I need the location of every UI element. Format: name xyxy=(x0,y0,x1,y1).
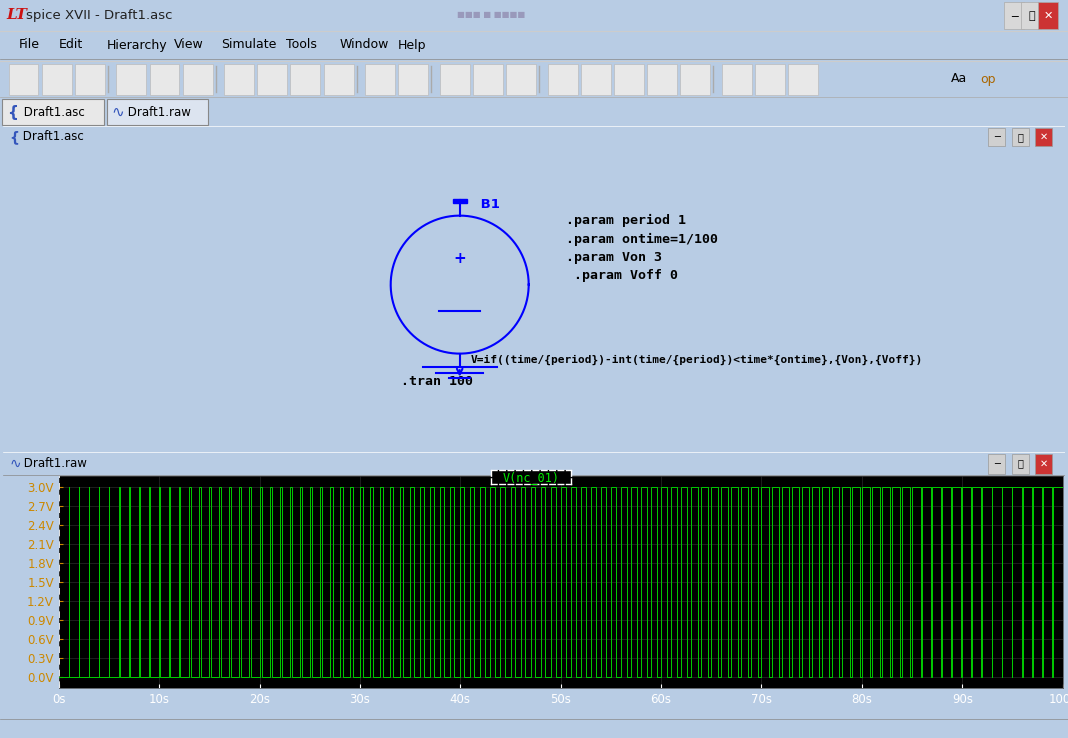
Text: Hierarchy: Hierarchy xyxy=(107,38,168,52)
Text: +: + xyxy=(453,251,466,266)
Bar xyxy=(1038,1,1058,29)
Bar xyxy=(1035,128,1052,146)
Text: Help: Help xyxy=(397,38,426,52)
Bar xyxy=(398,63,428,95)
Bar xyxy=(1011,128,1028,146)
Text: Aa: Aa xyxy=(951,72,967,86)
Text: Tools: Tools xyxy=(286,38,317,52)
Text: View: View xyxy=(174,38,204,52)
Bar xyxy=(647,63,677,95)
Bar xyxy=(506,63,536,95)
Text: 回: 回 xyxy=(1018,132,1023,142)
Text: 回: 回 xyxy=(1028,10,1035,21)
Text: ✕: ✕ xyxy=(1045,10,1053,21)
Text: File: File xyxy=(19,38,41,52)
Text: Simulate: Simulate xyxy=(221,38,277,52)
Text: Window: Window xyxy=(340,38,389,52)
Text: .param ontime=1/100: .param ontime=1/100 xyxy=(566,232,718,246)
Text: ✕: ✕ xyxy=(1039,458,1048,469)
Bar xyxy=(1004,1,1024,29)
Text: .param Von 3: .param Von 3 xyxy=(566,251,662,263)
Bar xyxy=(440,63,470,95)
Text: Draft1.raw: Draft1.raw xyxy=(20,457,88,470)
Text: .tran 100: .tran 100 xyxy=(402,375,473,388)
Text: ─: ─ xyxy=(994,458,1000,469)
Text: ∿: ∿ xyxy=(10,457,21,471)
Text: V=if((time/{period})-int(time/{period})<time*{ontime},{Von},{Voff}): V=if((time/{period})-int(time/{period})<… xyxy=(470,355,923,365)
Bar xyxy=(755,63,785,95)
Bar xyxy=(1021,1,1041,29)
Bar xyxy=(1011,454,1028,474)
Bar xyxy=(548,63,578,95)
Text: .param Voff 0: .param Voff 0 xyxy=(566,269,678,282)
Bar xyxy=(224,63,254,95)
Text: {: { xyxy=(7,105,18,120)
Bar xyxy=(183,63,213,95)
Text: V(nc_01): V(nc_01) xyxy=(503,471,560,483)
Text: Draft1.asc: Draft1.asc xyxy=(19,131,84,143)
Bar xyxy=(116,63,146,95)
Text: LT: LT xyxy=(6,8,28,22)
Text: ■■■ ■ ■■■■: ■■■ ■ ■■■■ xyxy=(457,10,525,19)
Bar xyxy=(324,63,354,95)
Bar xyxy=(107,99,208,125)
Bar xyxy=(988,454,1005,474)
Text: 回: 回 xyxy=(1018,458,1023,469)
Bar xyxy=(988,128,1005,146)
Text: spice XVII - Draft1.asc: spice XVII - Draft1.asc xyxy=(26,9,172,21)
Text: Draft1.asc: Draft1.asc xyxy=(20,106,85,119)
Bar xyxy=(1035,454,1052,474)
Bar xyxy=(290,63,320,95)
Text: op: op xyxy=(980,72,996,86)
Text: {: { xyxy=(10,130,19,144)
Bar xyxy=(788,63,818,95)
Bar xyxy=(2,99,104,125)
Text: ∿: ∿ xyxy=(111,105,124,120)
Text: ─: ─ xyxy=(994,132,1000,142)
Bar xyxy=(581,63,611,95)
Text: Edit: Edit xyxy=(59,38,83,52)
Text: B1: B1 xyxy=(475,198,500,210)
Bar xyxy=(75,63,105,95)
Text: Draft1.raw: Draft1.raw xyxy=(124,106,191,119)
Bar xyxy=(722,63,752,95)
Bar xyxy=(9,63,38,95)
Text: .param period 1: .param period 1 xyxy=(566,214,686,227)
Bar xyxy=(365,63,395,95)
Bar xyxy=(257,63,287,95)
Bar xyxy=(453,199,467,203)
Bar xyxy=(614,63,644,95)
Bar xyxy=(42,63,72,95)
Bar xyxy=(150,63,179,95)
Text: ─: ─ xyxy=(1011,10,1018,21)
Bar xyxy=(680,63,710,95)
Bar xyxy=(473,63,503,95)
Text: ✕: ✕ xyxy=(1039,132,1048,142)
